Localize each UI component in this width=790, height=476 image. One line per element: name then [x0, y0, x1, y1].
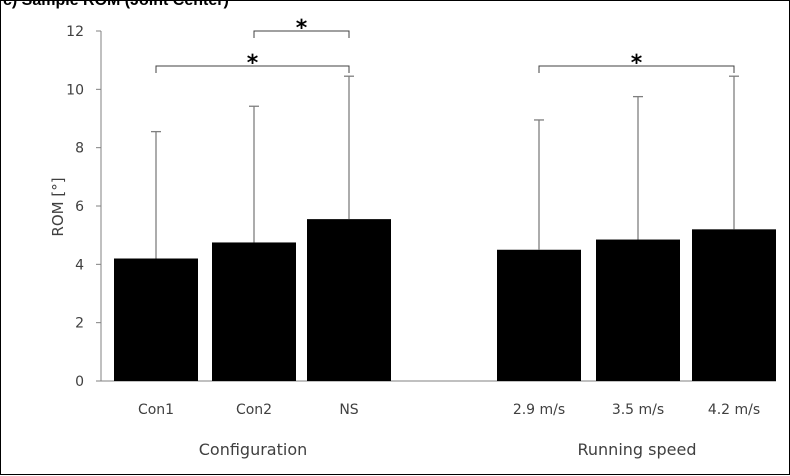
- x-tick-label: 3.5 m/s: [612, 402, 664, 418]
- x-tick-label: 4.2 m/s: [708, 402, 760, 418]
- x-tick-labels: Con1 Con2 NS Configuration 2.9 m/s 3.5 m/s 4.2…: [138, 402, 760, 459]
- significance-brackets: * * *: [155, 16, 735, 76]
- y-tick-label: 0: [75, 374, 84, 390]
- group-label: Configuration: [199, 440, 308, 459]
- y-tick-label: 2: [75, 316, 84, 332]
- x-tick-label: Con1: [138, 402, 174, 418]
- significance-star: *: [296, 16, 308, 41]
- error-bars: [151, 75, 739, 259]
- y-tick-label: 12: [66, 24, 84, 40]
- bar: [692, 229, 776, 381]
- figure-caption: c) Sample ROM (Joint Center): [3, 0, 229, 9]
- y-tick-label: 10: [66, 82, 84, 98]
- bar: [307, 219, 391, 381]
- y-tick-label: 6: [75, 199, 84, 215]
- x-tick-label: NS: [339, 402, 358, 418]
- bar: [497, 249, 581, 381]
- significance-bracket: [155, 65, 350, 73]
- significance-bracket: [538, 65, 735, 73]
- significance-bracket: [253, 30, 350, 38]
- y-tick-label: 4: [75, 257, 84, 273]
- significance-star: *: [631, 51, 643, 76]
- significance-star: *: [247, 51, 259, 76]
- x-tick-label: 2.9 m/s: [513, 402, 565, 418]
- bars: [114, 219, 776, 381]
- bar: [114, 258, 198, 381]
- y-tick-label: 8: [75, 141, 84, 157]
- bar: [212, 242, 296, 381]
- bar: [596, 239, 680, 381]
- group-label: Running speed: [578, 440, 697, 459]
- y-axis-title: ROM [°]: [49, 177, 67, 236]
- x-tick-label: Con2: [236, 402, 272, 418]
